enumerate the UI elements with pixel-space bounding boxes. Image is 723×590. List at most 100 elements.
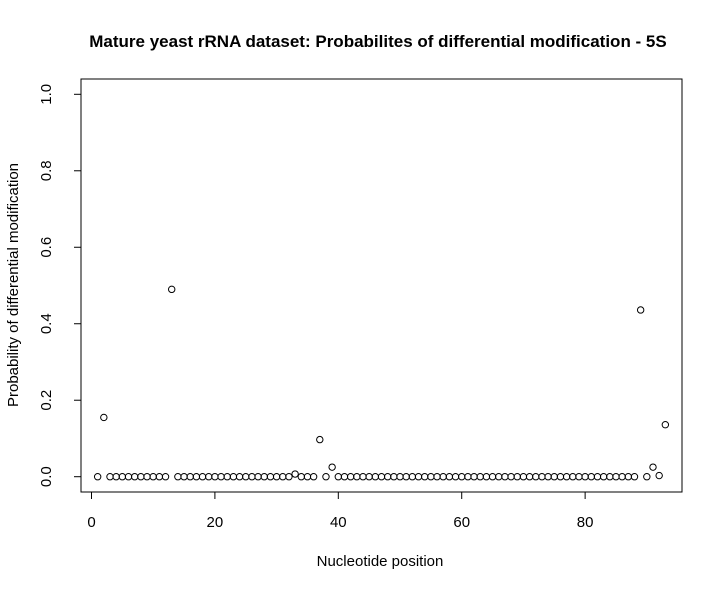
- data-point: [593, 473, 602, 481]
- data-point: [445, 473, 454, 481]
- data-point: [272, 473, 281, 481]
- data-point: [439, 473, 447, 481]
- x-tick-label: 80: [577, 514, 594, 531]
- data-point: [192, 473, 201, 481]
- data-point: [205, 473, 213, 481]
- data-point: [581, 473, 589, 481]
- data-point: [377, 473, 386, 481]
- data-point: [346, 473, 355, 481]
- chart-title: Mature yeast rRNA dataset: Probabilites …: [89, 32, 666, 51]
- data-point: [606, 473, 614, 481]
- data-point: [112, 473, 120, 481]
- data-point: [612, 473, 620, 481]
- data-point: [279, 473, 287, 481]
- y-axis: 0.0 0.2 0.4 0.6 0.8 1.0: [38, 84, 82, 487]
- data-point: [229, 473, 238, 481]
- y-tick-label: 0.4: [38, 313, 55, 334]
- y-tick-label: 0.8: [38, 160, 55, 181]
- data-point: [636, 306, 645, 314]
- data-point: [174, 473, 182, 481]
- y-tick-label: 0.2: [38, 390, 55, 411]
- data-point: [291, 470, 299, 478]
- data-point: [495, 473, 503, 481]
- data-point: [513, 473, 521, 481]
- data-point: [124, 473, 133, 481]
- data-point: [451, 473, 460, 481]
- data-point: [458, 473, 466, 481]
- data-point: [488, 473, 497, 481]
- data-point: [569, 473, 577, 481]
- data-point: [507, 473, 515, 481]
- data-point: [155, 473, 164, 481]
- data-point: [137, 473, 145, 481]
- data-point: [223, 473, 231, 481]
- data-point: [353, 473, 361, 481]
- data-point: [316, 435, 324, 444]
- data-point: [562, 473, 571, 481]
- x-tick-label: 0: [87, 514, 95, 531]
- data-point: [242, 473, 250, 481]
- data-point: [303, 473, 312, 481]
- plot-frame: [80, 78, 683, 493]
- data-point: [624, 473, 633, 481]
- data-point: [130, 473, 139, 481]
- x-tick-label: 60: [453, 514, 470, 531]
- data-point: [383, 473, 392, 481]
- data-point: [198, 473, 207, 481]
- data-point: [532, 473, 540, 481]
- data-point: [168, 285, 176, 294]
- data-point: [519, 473, 528, 481]
- data-points: [93, 285, 670, 481]
- data-point: [266, 473, 275, 481]
- data-point: [106, 473, 114, 481]
- data-point: [501, 473, 509, 481]
- data-point: [630, 473, 639, 481]
- data-point: [309, 473, 318, 481]
- data-point: [402, 473, 410, 481]
- data-point: [618, 473, 626, 481]
- data-point: [118, 473, 127, 481]
- data-point: [661, 420, 670, 429]
- data-point: [217, 473, 225, 481]
- data-point: [396, 473, 404, 481]
- data-point: [328, 463, 336, 471]
- data-point: [538, 473, 546, 481]
- data-point: [211, 473, 219, 481]
- data-point: [248, 473, 256, 481]
- data-point: [254, 473, 262, 481]
- data-point: [470, 473, 478, 481]
- data-point: [408, 473, 417, 481]
- x-axis: 0 20 40 60 80: [87, 491, 594, 531]
- data-point: [100, 413, 108, 422]
- data-point: [655, 471, 663, 480]
- data-point: [186, 473, 194, 481]
- data-point: [587, 473, 595, 481]
- x-tick-label: 40: [330, 514, 347, 531]
- x-axis-label: Nucleotide position: [317, 553, 444, 570]
- x-tick-label: 20: [207, 514, 224, 531]
- data-point: [427, 473, 435, 481]
- data-point: [556, 473, 565, 481]
- data-point: [285, 473, 293, 481]
- data-point: [334, 473, 343, 481]
- data-point: [464, 473, 472, 481]
- data-point: [371, 473, 380, 481]
- data-point: [235, 473, 244, 481]
- data-point: [260, 473, 268, 481]
- data-point: [322, 473, 330, 481]
- data-point: [390, 473, 398, 481]
- y-tick-label: 1.0: [38, 84, 55, 105]
- data-point: [161, 473, 170, 481]
- y-axis-label: Probability of differential modification: [5, 163, 22, 407]
- data-point: [599, 473, 608, 481]
- data-point: [643, 473, 651, 481]
- data-point: [340, 473, 349, 481]
- data-point: [180, 473, 188, 481]
- data-point: [143, 473, 151, 481]
- y-tick-label: 0.6: [38, 237, 55, 258]
- data-point: [420, 473, 429, 481]
- data-point: [359, 473, 367, 481]
- data-point: [649, 463, 657, 471]
- data-point: [149, 473, 157, 481]
